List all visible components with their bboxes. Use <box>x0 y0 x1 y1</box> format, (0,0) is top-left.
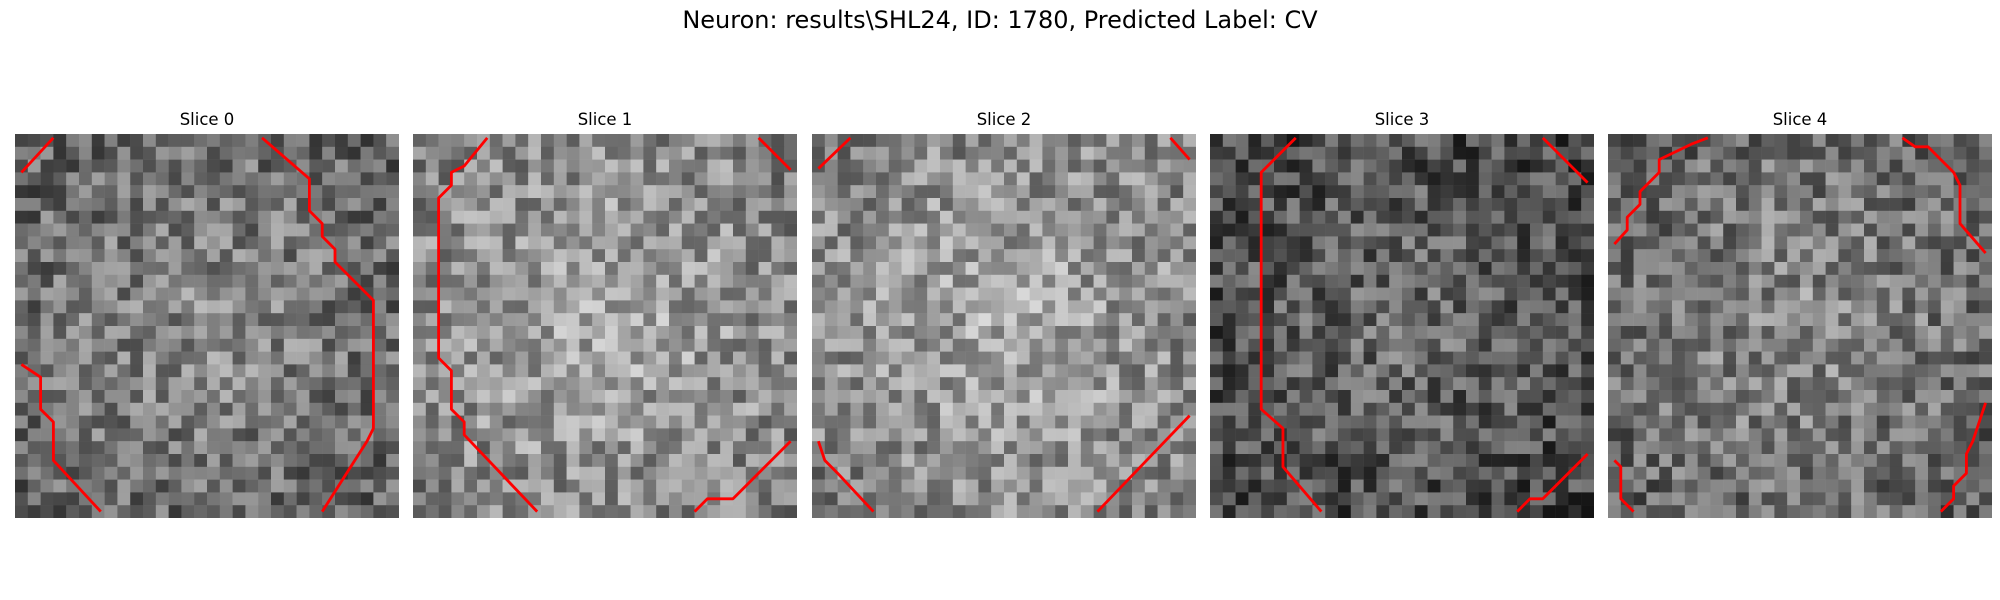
segmentation-contour <box>1613 136 1987 513</box>
segmentation-contour <box>817 136 1191 513</box>
pixel-grid <box>413 134 797 518</box>
segmentation-contour <box>437 136 792 513</box>
segmentation-contour <box>1259 136 1589 513</box>
slice-title-4: Slice 4 <box>1772 110 1828 129</box>
pixel-grid <box>1608 134 1992 518</box>
slice-image-0 <box>15 134 399 518</box>
slice-image-2 <box>812 134 1196 518</box>
pixel-grid <box>1210 134 1594 518</box>
slice-title-1: Slice 1 <box>577 110 633 129</box>
segmentation-contour <box>20 136 375 513</box>
slice-image-3 <box>1210 134 1594 518</box>
slice-title-3: Slice 3 <box>1374 110 1430 129</box>
slice-title-0: Slice 0 <box>179 110 235 129</box>
pixel-grid <box>15 134 399 518</box>
slice-image-4 <box>1608 134 1992 518</box>
figure-title: Neuron: results\SHL24, ID: 1780, Predict… <box>682 6 1318 34</box>
pixel-grid <box>812 134 1196 518</box>
slice-image-1 <box>413 134 797 518</box>
slice-title-2: Slice 2 <box>976 110 1032 129</box>
